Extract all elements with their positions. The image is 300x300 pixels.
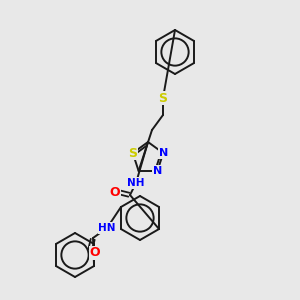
Text: O: O [90,247,100,260]
Text: N: N [159,148,168,158]
Text: O: O [110,185,120,199]
Text: NH: NH [127,178,145,188]
Text: S: S [128,147,137,160]
Text: S: S [158,92,167,104]
Text: N: N [153,166,162,176]
Text: HN: HN [98,223,116,233]
